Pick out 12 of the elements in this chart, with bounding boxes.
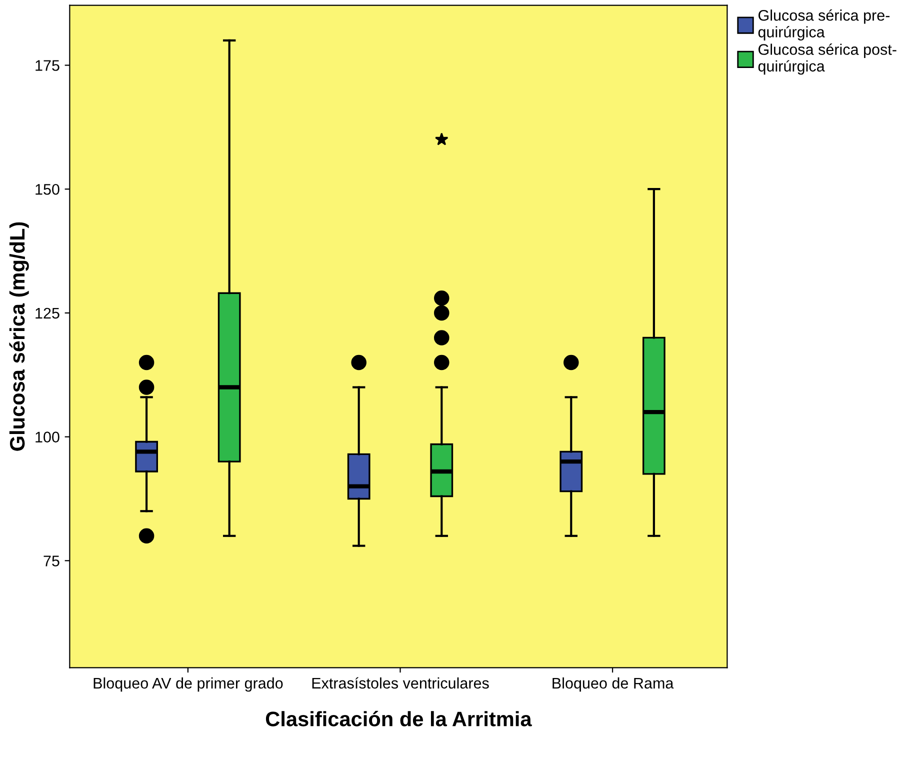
x-tick-label: Extrasístoles ventriculares	[312, 677, 489, 689]
y-axis-title: Glucosa sérica (mg/dL)	[9, 222, 29, 451]
y-tick-label: 175	[36, 60, 60, 71]
legend-label: Glucosa sérica post-quirúrgica	[758, 44, 896, 75]
legend-label: Glucosa sérica pre-quirúrgica	[758, 9, 890, 40]
y-tick-label: 125	[36, 308, 60, 319]
x-tick-label: Bloqueo AV de primer grado	[94, 677, 283, 692]
x-tick-label: Bloqueo de Rama	[552, 677, 674, 692]
y-tick-label: 75	[44, 556, 60, 566]
x-axis-title: Clasificación de la Arritmia	[266, 710, 532, 726]
y-tick-label: 150	[36, 184, 60, 195]
y-tick-label: 100	[36, 432, 60, 442]
